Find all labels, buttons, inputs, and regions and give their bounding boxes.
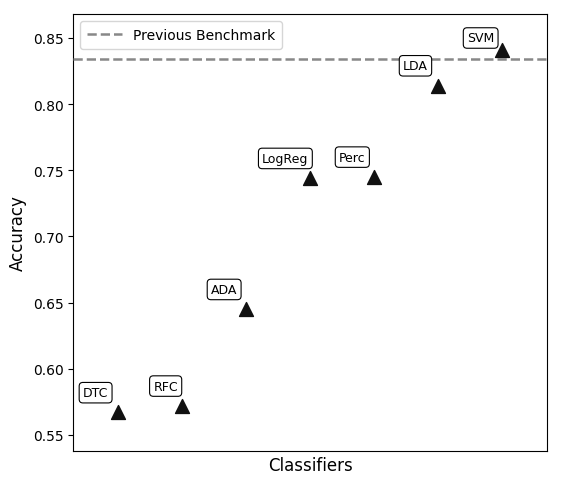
Text: SVM: SVM	[467, 33, 494, 46]
Point	[370, 173, 379, 181]
Text: Perc: Perc	[339, 151, 365, 164]
Legend: Previous Benchmark: Previous Benchmark	[80, 22, 282, 50]
Text: ADA: ADA	[211, 284, 237, 297]
Point	[434, 82, 443, 90]
Point	[113, 409, 122, 417]
Text: DTC: DTC	[83, 386, 108, 399]
Previous Benchmark	[114, 57, 121, 63]
Text: LogReg: LogReg	[262, 153, 309, 166]
X-axis label: Classifiers: Classifiers	[268, 456, 352, 474]
Point	[241, 306, 250, 314]
Point	[498, 47, 507, 55]
Point	[306, 175, 315, 183]
Text: RFC: RFC	[153, 380, 178, 393]
Text: LDA: LDA	[403, 60, 428, 73]
Point	[178, 402, 187, 410]
Y-axis label: Accuracy: Accuracy	[9, 195, 27, 271]
Previous Benchmark	[51, 57, 58, 63]
